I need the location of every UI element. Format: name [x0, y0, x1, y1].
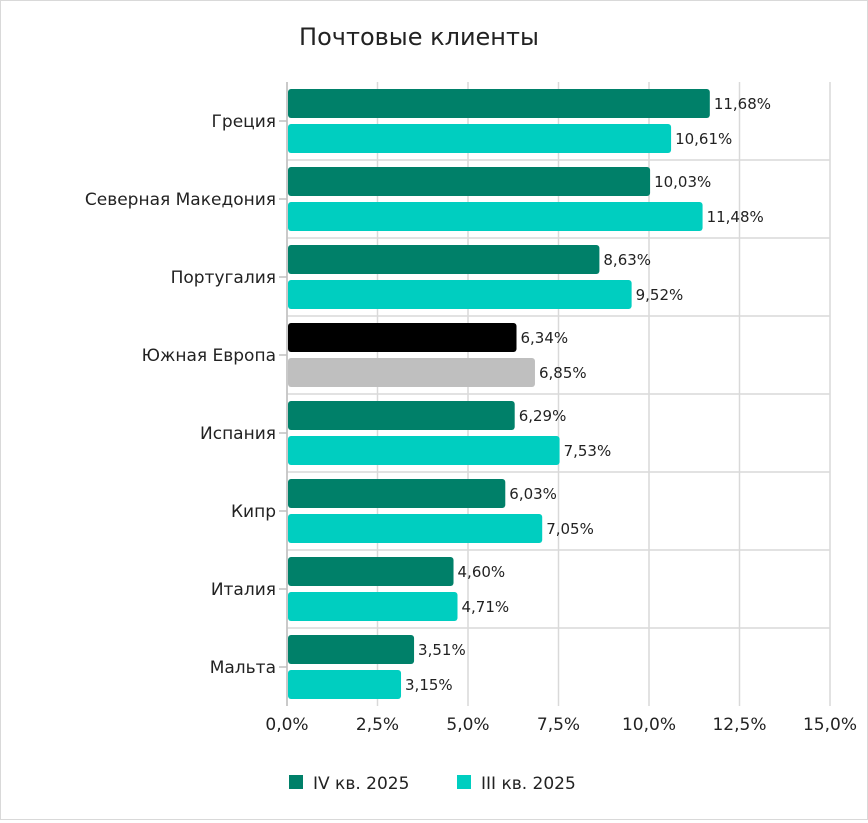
category-label: Мальта [210, 658, 276, 678]
category-label: Греция [212, 112, 276, 132]
data-label: 6,85% [539, 364, 587, 382]
bar [288, 479, 506, 508]
bar [288, 557, 454, 586]
data-label: 7,05% [546, 520, 594, 538]
x-tick-label: 15,0% [803, 715, 857, 735]
category-label: Кипр [231, 502, 276, 522]
data-label: 3,15% [405, 676, 453, 694]
data-label: 9,52% [636, 286, 684, 304]
bar [288, 89, 710, 118]
data-label: 11,68% [714, 95, 771, 113]
category-label: Северная Македония [85, 190, 276, 210]
data-label: 6,34% [521, 329, 569, 347]
x-tick-label: 12,5% [712, 715, 766, 735]
bar [288, 202, 703, 231]
legend-label: III кв. 2025 [481, 774, 576, 794]
data-label: 8,63% [603, 251, 651, 269]
legend-swatch [289, 775, 303, 789]
chart-title: Почтовые клиенты [299, 23, 539, 51]
data-label: 7,53% [564, 442, 612, 460]
category-label: Италия [211, 580, 276, 600]
category-label: Южная Европа [142, 346, 276, 366]
bar [288, 592, 458, 621]
bar [288, 358, 535, 387]
bar [288, 635, 415, 664]
data-label: 11,48% [707, 208, 764, 226]
x-tick-label: 0,0% [265, 715, 308, 735]
legend-label: IV кв. 2025 [313, 774, 409, 794]
bar [288, 280, 632, 309]
category-label: Португалия [171, 268, 276, 288]
x-tick-label: 7,5% [537, 715, 580, 735]
bar [288, 670, 402, 699]
bar [288, 124, 672, 153]
bar [288, 436, 560, 465]
category-label: Испания [200, 424, 276, 444]
bar [288, 514, 543, 543]
data-label: 3,51% [418, 641, 466, 659]
x-tick-label: 5,0% [446, 715, 489, 735]
bar [288, 167, 651, 196]
legend-swatch [457, 775, 471, 789]
data-label: 6,29% [519, 407, 567, 425]
data-label: 4,60% [458, 563, 506, 581]
data-label: 6,03% [509, 485, 557, 503]
bar [288, 323, 517, 352]
bar [288, 401, 515, 430]
data-label: 4,71% [462, 598, 510, 616]
data-label: 10,03% [654, 173, 711, 191]
x-tick-label: 2,5% [356, 715, 399, 735]
data-label: 10,61% [675, 130, 732, 148]
bar [288, 245, 600, 274]
x-tick-label: 10,0% [622, 715, 676, 735]
